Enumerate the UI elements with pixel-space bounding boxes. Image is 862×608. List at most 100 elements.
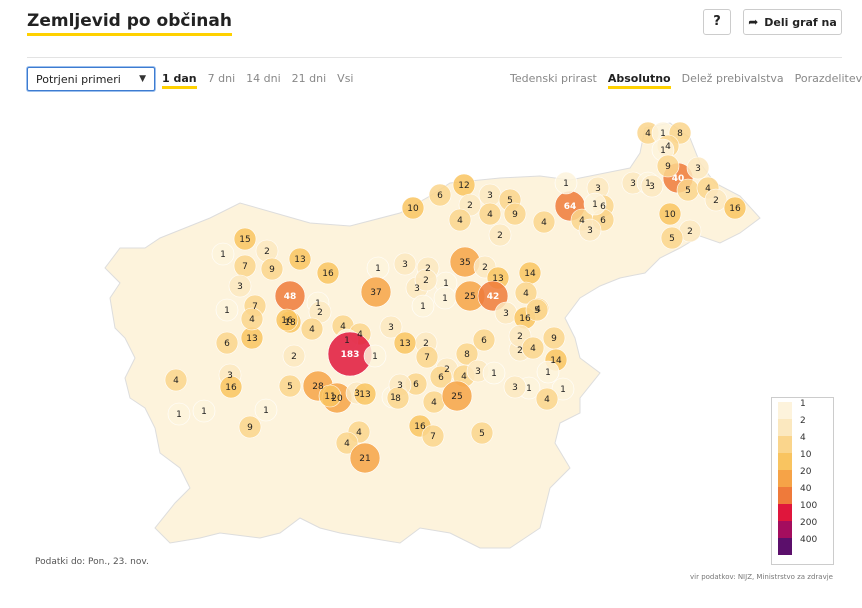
municipality-value-label: 1 [560,385,566,395]
municipality-region[interactable] [379,315,403,339]
municipality-region[interactable] [470,421,494,445]
municipality-region[interactable] [349,442,381,474]
municipality-value-label: 2 [317,308,323,318]
municipality-region[interactable] [686,156,710,180]
municipality-region[interactable] [514,281,538,305]
tab-porazdelitev[interactable]: Porazdelitev [794,72,862,85]
municipality-region[interactable] [164,368,188,392]
municipality-value-label: 2 [291,352,297,362]
municipality-value-label: 6 [413,380,419,390]
municipality-value-label: 4 [541,218,547,228]
municipality-region[interactable] [503,202,527,226]
municipality-value-label: 9 [269,265,275,275]
municipality-region[interactable] [429,365,453,389]
municipality-region[interactable] [723,196,747,220]
municipality-value-label: 9 [512,210,518,220]
municipality-map[interactable]: 4 1 8 4 40 3 3 1 5 4 2 16 1 9 3 64 3 6 1 4 10 10 6 12 3 5 2 4 9 6 3 1 4 2… [100,108,780,558]
tab-absolutno[interactable]: Absolutno [607,72,671,89]
municipality-value-label: 15 [239,235,250,245]
municipality-value-label: 3 [475,367,481,377]
municipality-region[interactable] [360,276,392,308]
municipality-region[interactable] [521,336,545,360]
municipality-region[interactable] [275,308,299,332]
municipality-region[interactable] [536,360,560,384]
municipality-region[interactable] [472,328,496,352]
metric-select[interactable]: Potrjeni primeri ▼ [27,67,155,91]
municipality-value-label: 3 [402,260,408,270]
municipality-region[interactable] [525,298,549,322]
legend-swatch [778,402,792,419]
municipality-region[interactable] [288,247,312,271]
municipality-region[interactable] [167,402,191,426]
municipality-region[interactable] [583,192,607,216]
map-legend: 1 2 4 10 20 40 100 200 400 [771,397,834,565]
municipality-region[interactable] [278,374,302,398]
municipality-value-label: 14 [550,356,562,366]
municipality-region[interactable] [260,257,284,281]
municipality-region[interactable] [401,196,425,220]
municipality-region[interactable] [414,268,438,292]
help-button[interactable]: ? [703,9,731,35]
tab-7-dni[interactable]: 7 dni [207,72,236,85]
tab-14-dni[interactable]: 14 dni [246,72,281,85]
municipality-value-label: 5 [507,196,513,206]
municipality-value-label: 3 [227,371,233,381]
municipality-region[interactable] [415,345,439,369]
municipality-region[interactable] [192,399,216,423]
municipality-region[interactable] [282,344,306,368]
municipality-region[interactable] [482,361,506,385]
municipality-region[interactable] [488,223,512,247]
page-title: Zemljevid po občinah [27,11,232,36]
municipality-region[interactable] [578,218,602,242]
legend-label: 20 [800,467,812,477]
share-button[interactable]: ➦ Deli graf na [743,9,842,35]
municipality-region[interactable] [211,242,235,266]
municipality-region[interactable] [353,382,377,406]
tab-delez-prebivalstva[interactable]: Delež prebivalstva [681,72,784,85]
municipality-region[interactable] [219,375,243,399]
tab-1-dan[interactable]: 1 dan [162,72,197,89]
municipality-region[interactable] [215,331,239,355]
municipality-region[interactable] [704,188,728,212]
municipality-region[interactable] [441,380,473,412]
municipality-region[interactable] [215,298,239,322]
municipality-region[interactable] [254,398,278,422]
municipality-region[interactable] [503,375,527,399]
municipality-region[interactable] [240,307,264,331]
municipality-region[interactable] [233,227,257,251]
municipality-value-label: 13 [399,339,410,349]
municipality-region[interactable] [318,384,342,408]
data-date: Podatki do: Pon., 23. nov. [35,557,149,567]
municipality-region[interactable] [448,208,472,232]
municipality-region[interactable] [386,386,410,410]
municipality-region[interactable] [363,344,387,368]
municipality-region[interactable] [238,415,262,439]
municipality-region[interactable] [532,210,556,234]
municipality-region[interactable] [428,183,452,207]
municipality-region[interactable] [300,317,324,341]
municipality-region[interactable] [660,226,684,250]
municipality-region[interactable] [554,171,578,195]
municipality-region[interactable] [411,294,435,318]
municipality-region[interactable] [393,252,417,276]
municipality-region[interactable] [421,424,445,448]
legend-swatch [778,504,792,521]
municipality-region[interactable] [640,174,664,198]
tab-21-dni[interactable]: 21 dni [291,72,327,85]
municipality-region[interactable] [478,202,502,226]
municipality-value-label: 2 [423,339,429,349]
municipality-region[interactable] [393,331,417,355]
municipality-region[interactable] [656,154,680,178]
municipality-value-label: 4 [523,289,529,299]
municipality-region[interactable] [658,202,682,226]
municipality-region[interactable] [228,274,252,298]
tab-vsi[interactable]: Vsi [337,72,354,85]
metric-select-value: Potrjeni primeri [36,72,121,86]
municipality-region[interactable] [335,431,359,455]
municipality-value-label: 4 [705,184,711,194]
municipality-region[interactable] [455,342,479,366]
legend-label: 4 [800,433,806,443]
municipality-region[interactable] [316,261,340,285]
municipality-region[interactable] [535,387,559,411]
tab-tedenski-prirast[interactable]: Tedenski prirast [510,72,597,85]
